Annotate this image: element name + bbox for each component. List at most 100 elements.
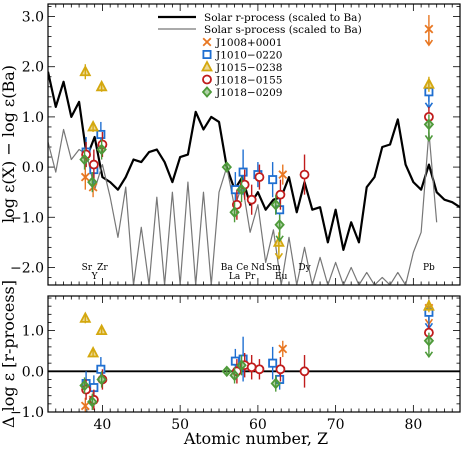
top-y-tick-label: −1.0 — [10, 210, 44, 226]
legend-label: J1015−0238 — [215, 62, 282, 74]
diamond-marker — [236, 183, 247, 196]
top-y-tick-label: 0.0 — [22, 160, 44, 176]
diamond-marker — [423, 334, 435, 347]
circle-marker — [88, 159, 99, 170]
legend-circle-marker — [202, 74, 212, 85]
triangle-marker — [422, 77, 435, 89]
triangle-marker — [79, 64, 92, 77]
legend-label: J1018−0209 — [215, 87, 282, 99]
square-marker — [238, 167, 248, 177]
diamond-marker — [229, 369, 240, 382]
legend-label: Solar r-process (scaled to Ba) — [204, 12, 362, 24]
bottom-x-tick-label: 60 — [249, 417, 267, 433]
triangle-marker — [422, 299, 435, 311]
circle-marker — [275, 189, 286, 200]
bottom-y-tick-label: −1.0 — [10, 405, 44, 421]
bottom-y-axis-label: Δ log ε [r-process] — [0, 280, 18, 428]
circle-marker — [246, 362, 257, 373]
upper-limit-arrow-head — [275, 235, 284, 243]
x-axis-label: Atomic number, Z — [183, 429, 328, 448]
upper-limit-arrow-head — [424, 39, 434, 47]
square-marker — [96, 364, 106, 374]
top-plot-area — [48, 15, 460, 285]
circle-marker — [246, 194, 257, 205]
triangle-marker — [272, 235, 285, 247]
diamond-marker — [87, 395, 98, 408]
cross-marker — [80, 172, 90, 182]
legend-diamond-marker — [201, 86, 213, 98]
cross-marker — [80, 401, 90, 411]
bottom-x-tick-label: 80 — [404, 417, 422, 433]
circle-marker — [299, 169, 310, 180]
diamond-marker — [87, 176, 98, 188]
diamond-marker — [229, 206, 240, 219]
square-marker — [230, 185, 240, 195]
diamond-marker — [274, 218, 285, 231]
triangle-marker — [79, 311, 92, 323]
element-label-dy: Dy — [298, 263, 311, 273]
circle-marker — [275, 364, 286, 375]
element-label-la: La — [229, 272, 241, 282]
bottom-x-tick-label: 40 — [94, 417, 112, 433]
element-label-pr: Pr — [245, 272, 256, 282]
legend-label: J1008+0001 — [215, 37, 282, 49]
top-y-tick-label: 2.0 — [22, 60, 44, 76]
square-marker — [96, 129, 106, 139]
square-marker — [268, 358, 278, 368]
element-label-pb: Pb — [423, 263, 435, 273]
element-label-eu: Eu — [275, 272, 288, 282]
top-y-tick-label: 3.0 — [22, 10, 44, 26]
element-label-zr: Zr — [97, 263, 108, 273]
bottom-panel: −1.0 0.0 1.0 40 50 60 70 80 — [10, 295, 461, 433]
top-y-axis-label: log ε(X) − log ε(Ba) — [0, 65, 18, 223]
circle-marker — [254, 364, 265, 375]
element-label-y: Y — [91, 272, 99, 282]
diamond-marker — [96, 143, 107, 156]
diamond-marker — [270, 377, 281, 390]
upper-limit-arrow-head — [274, 252, 284, 260]
element-label-nd: Nd — [251, 263, 265, 273]
bottom-y-tick-label: 1.0 — [22, 324, 44, 340]
circle-marker — [299, 366, 310, 377]
legend-cross-marker — [202, 37, 212, 47]
circle-marker — [254, 172, 265, 183]
square-marker — [268, 175, 278, 185]
cross-marker — [278, 344, 288, 354]
diamond-marker — [270, 198, 281, 211]
diamond-marker — [423, 118, 435, 131]
triangle-marker — [87, 346, 100, 358]
bottom-x-tick-label: 70 — [327, 417, 345, 433]
diamond-marker — [236, 359, 247, 372]
triangle-marker — [95, 79, 108, 92]
legend-triangle-marker — [201, 60, 213, 72]
element-label-sm: Sm — [266, 263, 281, 273]
bottom-axes-frame — [47, 295, 461, 413]
legend-label: J1018−0155 — [215, 75, 282, 87]
diamond-marker — [96, 373, 107, 386]
bottom-y-tick-label: 0.0 — [22, 364, 44, 380]
cross-marker — [278, 170, 288, 180]
element-label-sr: Sr — [82, 263, 93, 273]
element-label-ba: Ba — [221, 263, 234, 273]
solar-s-process-line — [48, 128, 438, 285]
bottom-plot-area — [48, 299, 460, 412]
upper-limit-arrow-head — [424, 134, 434, 142]
diamond-marker — [79, 379, 90, 392]
element-label-ce: Ce — [236, 263, 248, 273]
legend-label: Solar s-process (scaled to Ba) — [204, 24, 362, 36]
legend: Solar r-process (scaled to Ba)Solar s-pr… — [158, 12, 362, 99]
triangle-marker — [95, 323, 108, 335]
top-axes-frame — [47, 3, 461, 286]
diamond-marker — [79, 153, 90, 166]
top-y-tick-label: −2.0 — [10, 260, 44, 276]
diamond-marker — [221, 365, 232, 378]
legend-label: J1010−0220 — [215, 50, 282, 62]
legend-square-marker — [202, 50, 212, 60]
top-y-tick-label: 1.0 — [22, 110, 44, 126]
cross-marker — [424, 24, 434, 34]
upper-limit-arrow-head — [424, 351, 434, 359]
triangle-marker — [87, 120, 100, 132]
diamond-marker — [221, 161, 232, 173]
bottom-x-tick-label: 50 — [171, 417, 189, 433]
